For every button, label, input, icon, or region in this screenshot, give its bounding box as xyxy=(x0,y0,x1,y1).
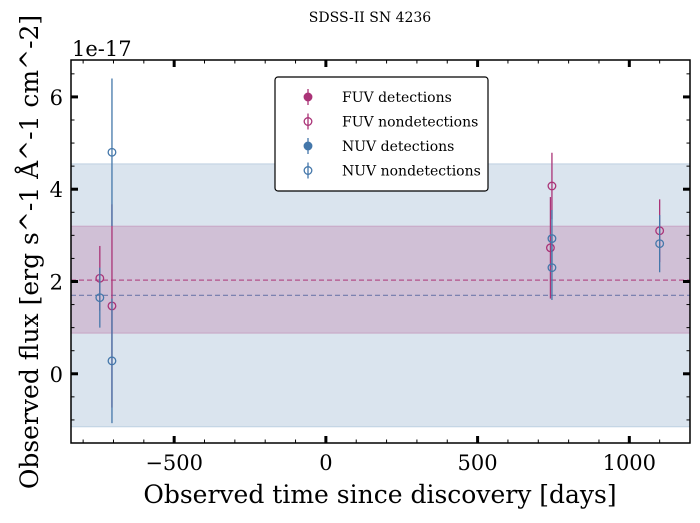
nuv-nondetections-marker xyxy=(107,356,117,366)
legend-marker xyxy=(303,141,313,151)
nuv-nondetections-marker xyxy=(655,239,665,249)
legend-entry-nuv-nondetections: NUV nondetections xyxy=(303,162,481,180)
fuv-nondetections-point xyxy=(547,152,557,220)
nuv-nondetections-marker xyxy=(547,234,557,244)
y-tick-label: 0 xyxy=(50,363,63,387)
nuv-nondetections-point xyxy=(655,215,665,273)
fuv-nondetections-point xyxy=(545,197,555,299)
y-tick-label: 2 xyxy=(50,270,63,294)
legend-entry-fuv-nondetections: FUV nondetections xyxy=(303,113,478,131)
y-tick-label: 6 xyxy=(50,86,63,110)
legend-label: FUV nondetections xyxy=(342,115,478,131)
legend-entry-fuv-detections: FUV detections xyxy=(303,89,452,106)
nuv-nondetections-point xyxy=(95,267,105,328)
legend-marker xyxy=(303,166,313,175)
x-tick-label: 500 xyxy=(458,451,498,475)
fuv-nondetections-marker xyxy=(545,243,555,253)
legend-marker xyxy=(303,117,313,126)
points-layer xyxy=(95,78,665,424)
bands-layer xyxy=(70,163,691,428)
legend-entry-nuv-detections: NUV detections xyxy=(303,138,454,155)
nuv-nondetections-point xyxy=(107,298,117,424)
x-tick-label: −500 xyxy=(145,451,203,475)
nuv-nondetections-marker xyxy=(95,293,105,303)
axes-frame xyxy=(70,59,691,444)
nuv-nondetections-marker xyxy=(107,147,117,157)
legend-label: FUV detections xyxy=(342,90,452,106)
x-axis-label: Observed time since discovery [days] xyxy=(143,480,616,509)
ticks-layer: −500 0 500 1000 0 2 4 6 xyxy=(50,60,691,475)
y-axis-label: Observed flux [erg s^-1 Å^-1 cm^-2] xyxy=(14,15,44,489)
y-tick-label: 4 xyxy=(50,178,63,202)
x-tick-label: 1000 xyxy=(603,451,656,475)
legend-label: NUV detections xyxy=(342,139,454,155)
nuv-nondetections-point xyxy=(107,78,117,227)
chart-title: SDSS-II SN 4236 xyxy=(309,10,432,26)
legend-label: NUV nondetections xyxy=(342,164,481,180)
legend-marker xyxy=(303,92,313,102)
fuv-nondetections-marker xyxy=(547,181,557,191)
nuv-nondetections-point xyxy=(547,209,557,268)
legend: FUV detections FUV nondetections NUV detec… xyxy=(274,76,489,192)
x-tick-label: 0 xyxy=(319,451,332,475)
y-offset-label: 1e-17 xyxy=(72,37,132,61)
legend-box xyxy=(274,76,489,192)
